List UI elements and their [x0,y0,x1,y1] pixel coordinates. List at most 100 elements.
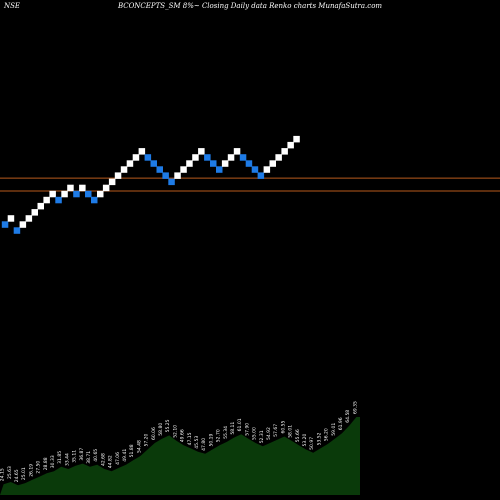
volume-label: 42.68 [100,453,106,466]
volume-label: 55.25 [165,419,171,432]
renko-brick [216,166,223,173]
volume-label: 49.41 [122,449,128,462]
volume-label: 40.65 [93,449,99,462]
exchange-label: NSE [4,2,21,10]
volume-label: 50.19 [208,433,214,446]
renko-brick [85,190,92,198]
renko-brick [293,135,300,143]
renko-brick [120,166,128,173]
renko-brick [126,160,134,167]
renko-brick [37,202,44,210]
volume-label: 47.06 [115,452,121,465]
volume-label: 55.00 [252,427,258,440]
volume-label: 52.31 [259,430,265,443]
renko-brick [108,178,116,186]
volume-label: 31.85 [57,451,63,464]
renko-brick [19,221,27,228]
renko-brick [1,221,9,228]
renko-brick [198,148,205,155]
renko-brick [150,160,157,167]
renko-brick [239,154,247,161]
volume-label: 57.67 [273,424,279,437]
volume-label: 55.66 [295,429,301,442]
volume-label: 60.06 [151,427,157,440]
volume-label: 52.70 [216,429,222,442]
volume-area [0,417,360,495]
renko-brick [73,190,80,198]
renko-brick [287,141,294,149]
volume-label: 33.44 [64,453,70,466]
renko-brick [49,190,56,198]
renko-brick [67,184,74,192]
renko-brick [251,166,259,173]
renko-brick [186,160,193,167]
renko-brick [102,184,110,192]
volume-label: 57.90 [244,423,250,436]
renko-brick [275,154,282,161]
volume-label: 35.11 [72,450,78,463]
renko-brick [7,215,15,222]
volume-label: 64.58 [345,410,351,423]
renko-brick [162,172,169,179]
volume-label: 54.92 [266,427,272,440]
volume-label: 47.80 [201,438,207,451]
renko-brick [91,196,98,204]
volume-label: 55.34 [223,426,229,439]
volume-label: 58.11 [230,422,236,435]
renko-brick [55,196,62,204]
volume-label: 50.97 [309,437,315,450]
renko-brick [227,154,235,161]
volume-label: 52.10 [172,425,178,438]
volume-label: 54.48 [136,440,142,453]
volume-label: 51.88 [129,444,135,457]
renko-brick [97,190,104,198]
renko-brick [233,148,241,155]
renko-brick [192,154,199,161]
volume-label: 58.01 [288,425,294,438]
volume-label: 38.71 [86,451,92,464]
volume-label: 44.82 [108,455,114,468]
volume-label: 53.20 [302,433,308,446]
volume-label: 27.50 [36,461,42,474]
renko-brick [43,196,50,204]
renko-brick [180,166,187,173]
renko-brick [269,160,276,167]
renko-brick [168,178,175,186]
volume-label: 47.15 [187,432,193,445]
volume-label: 45.53 [194,436,200,449]
volume-label: 49.66 [180,429,186,442]
renko-brick [210,160,217,167]
volume-label: 56.20 [324,428,330,441]
volume-label: 59.01 [331,423,337,436]
renko-brick [13,227,21,234]
renko-brick [263,166,271,173]
volume-label: 24.65 [14,469,20,482]
renko-brick [61,190,68,198]
volume-label: 61.96 [338,417,344,430]
volume-label: 24.15 [0,468,6,481]
volume-label: 30.33 [50,455,56,468]
renko-brick [144,154,152,161]
renko-brick [221,160,229,167]
renko-brick [174,172,181,179]
volume-label: 25.63 [7,466,13,479]
renko-brick [156,166,163,173]
volume-label: 36.87 [79,448,85,461]
renko-brick [245,160,253,167]
renko-brick [132,154,140,161]
renko-brick [138,148,146,155]
volume-label: 28.88 [43,457,49,470]
renko-brick [114,172,122,179]
volume-label: 58.80 [158,423,164,436]
renko-brick [257,172,265,179]
volume-label: 60.55 [280,420,286,433]
renko-brick [25,215,33,222]
volume-label: 25.01 [21,467,27,480]
renko-brick [281,148,288,155]
volume-label: 69.35 [352,401,358,414]
volume-label: 57.20 [144,433,150,446]
volume-label: 61.01 [237,418,243,431]
volume-label: 53.52 [316,432,322,445]
